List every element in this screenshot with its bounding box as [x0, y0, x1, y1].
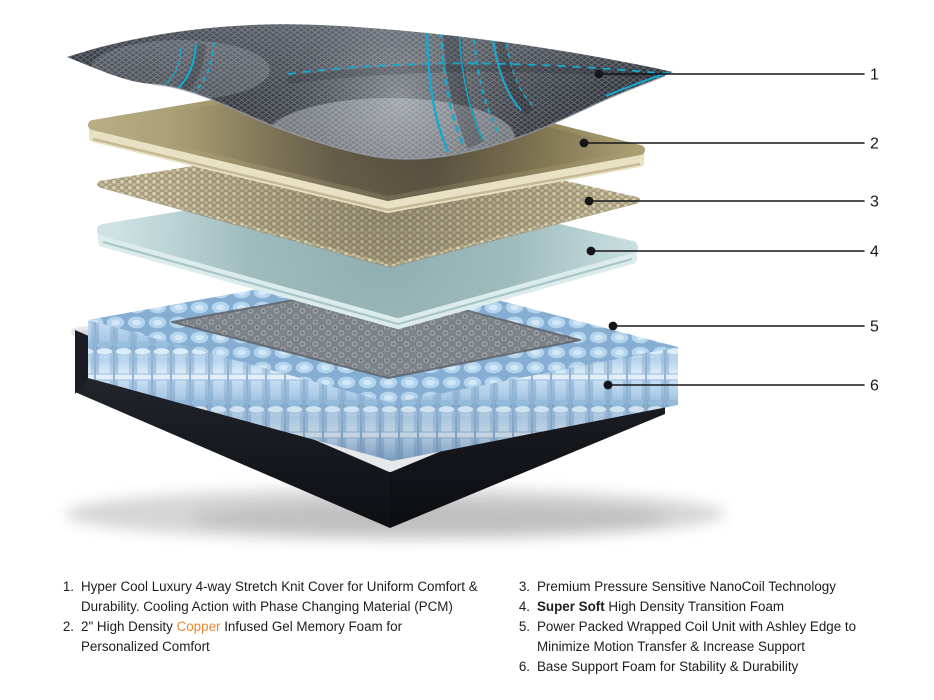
legend-item: 3. Premium Pressure Sensitive NanoCoil Te… — [510, 577, 930, 597]
legend-item-number: 2. — [62, 619, 74, 634]
callout-dot — [594, 69, 604, 79]
callout-5: 5 — [608, 319, 879, 336]
legend-item: 4. Super Soft High Density Transition Foa… — [510, 597, 930, 617]
legend-item-text: Premium Pressure Sensitive NanoCoil Tech… — [537, 577, 836, 597]
legend-text-part: Base Support Foam for Stability & Durabi… — [537, 659, 799, 674]
callout-3: 3 — [584, 194, 879, 211]
legend-column-right: 3. Premium Pressure Sensitive NanoCoil Te… — [510, 577, 930, 677]
legend-item-text: Super Soft High Density Transition Foam — [537, 597, 784, 617]
layer-1-knit-cover — [67, 24, 673, 160]
callout-4: 4 — [586, 244, 879, 261]
legend-item: 6. Base Support Foam for Stability & Dura… — [510, 657, 930, 677]
legend-item-number: 1. — [62, 579, 74, 594]
callout-number: 4 — [870, 244, 879, 261]
legend-text-part: Premium Pressure Sensitive NanoCoil Tech… — [537, 579, 836, 594]
legend-item: 2. 2" High Density Copper Infused Gel Mem… — [54, 617, 514, 657]
layer-5-wrapped-coils — [88, 268, 678, 461]
legend-text-part: Hyper Cool Luxury 4-way Stretch Knit Cov… — [81, 579, 478, 614]
legend-item: 1. Hyper Cool Luxury 4-way Stretch Knit C… — [54, 577, 514, 617]
callout-dot — [586, 246, 596, 256]
legend-item-number: 6. — [518, 659, 530, 674]
callout-number: 1 — [870, 67, 879, 84]
callout-number: 5 — [870, 319, 879, 336]
legend-item: 5. Power Packed Wrapped Coil Unit with As… — [510, 617, 930, 657]
legend-item-text: Base Support Foam for Stability & Durabi… — [537, 657, 798, 677]
legend-text-part: 2" High Density — [81, 619, 177, 634]
callout-dot — [603, 380, 613, 390]
callouts: 1 2 3 4 5 6 — [579, 67, 879, 395]
callout-dot — [608, 321, 618, 331]
legend-text-part: High Density Transition Foam — [604, 599, 785, 614]
legend-item-number: 5. — [518, 619, 530, 634]
legend-column-left: 1. Hyper Cool Luxury 4-way Stretch Knit C… — [54, 577, 514, 657]
legend-item-text: Power Packed Wrapped Coil Unit with Ashl… — [537, 617, 856, 657]
legend-item-text: Hyper Cool Luxury 4-way Stretch Knit Cov… — [81, 577, 478, 617]
callout-2: 2 — [579, 136, 879, 153]
callout-number: 6 — [870, 378, 879, 395]
legend-item-text: 2" High Density Copper Infused Gel Memor… — [81, 617, 402, 657]
callout-6: 6 — [603, 378, 879, 395]
callout-number: 2 — [870, 136, 879, 153]
mattress-diagram: 1 2 3 4 5 6 — [65, 24, 879, 540]
legend-text-part: Infused Gel Memory Foam for Personalized… — [81, 619, 403, 654]
callout-dot — [579, 138, 589, 148]
legend-text-part: Power Packed Wrapped Coil Unit with Ashl… — [537, 619, 857, 654]
callout-number: 3 — [870, 194, 879, 211]
legend-item-number: 3. — [518, 579, 530, 594]
callout-dot — [584, 196, 594, 206]
legend-item-number: 4. — [518, 599, 530, 614]
legend-text-part: Copper — [176, 619, 221, 634]
legend-text-part: Super Soft — [537, 599, 605, 614]
callout-1: 1 — [594, 67, 879, 84]
